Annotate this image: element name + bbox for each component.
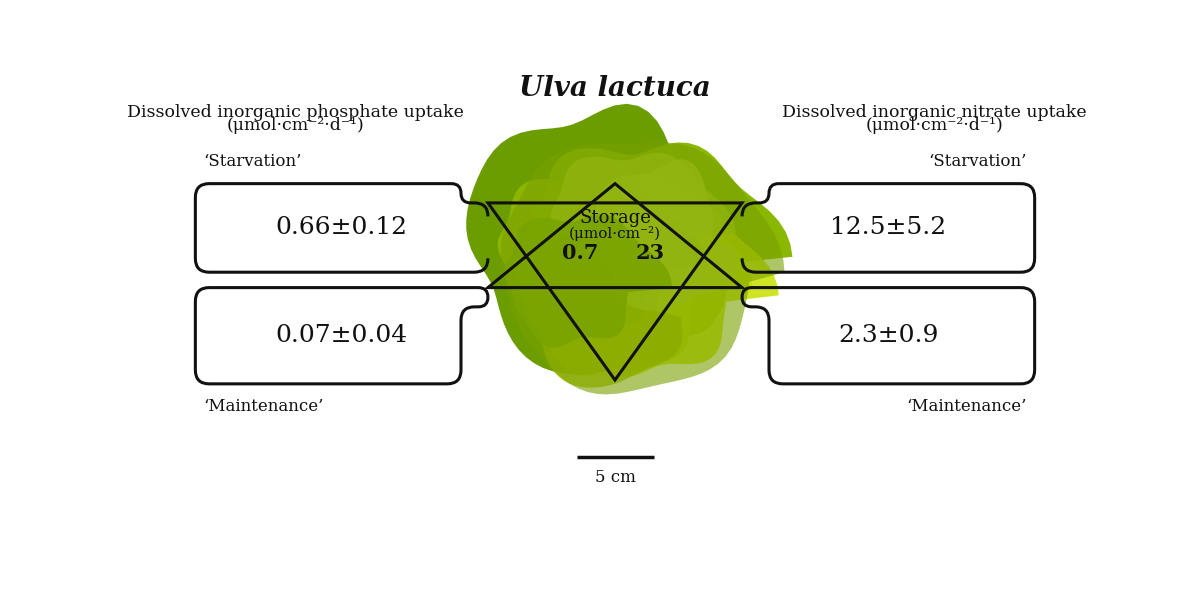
Text: (μmol·cm⁻²·d⁻¹): (μmol·cm⁻²·d⁻¹) bbox=[227, 118, 365, 134]
Text: Storage: Storage bbox=[580, 209, 650, 227]
Text: (μmol·cm⁻²): (μmol·cm⁻²) bbox=[569, 226, 661, 241]
Polygon shape bbox=[559, 199, 779, 377]
Text: 23: 23 bbox=[635, 243, 665, 263]
Text: ‘Maintenance’: ‘Maintenance’ bbox=[906, 398, 1027, 415]
Text: 2.3±0.9: 2.3±0.9 bbox=[838, 324, 938, 347]
Text: ‘Starvation’: ‘Starvation’ bbox=[929, 153, 1027, 170]
Text: ‘Maintenance’: ‘Maintenance’ bbox=[203, 398, 324, 415]
Polygon shape bbox=[522, 221, 683, 388]
Polygon shape bbox=[504, 214, 672, 348]
Polygon shape bbox=[551, 153, 736, 301]
Polygon shape bbox=[529, 142, 792, 350]
Text: Ulva lactuca: Ulva lactuca bbox=[520, 76, 710, 103]
Text: Dissolved inorganic nitrate uptake: Dissolved inorganic nitrate uptake bbox=[782, 104, 1087, 121]
Text: Dissolved inorganic phosphate uptake: Dissolved inorganic phosphate uptake bbox=[127, 104, 464, 121]
Text: 0.66±0.12: 0.66±0.12 bbox=[276, 217, 408, 239]
Polygon shape bbox=[500, 143, 785, 394]
Text: 0.07±0.04: 0.07±0.04 bbox=[276, 324, 408, 347]
Text: 0.7: 0.7 bbox=[562, 243, 599, 263]
Text: 5 cm: 5 cm bbox=[594, 469, 636, 487]
Polygon shape bbox=[467, 104, 726, 374]
Polygon shape bbox=[592, 159, 737, 311]
Text: 12.5±5.2: 12.5±5.2 bbox=[830, 217, 947, 239]
Polygon shape bbox=[514, 183, 752, 376]
Polygon shape bbox=[498, 174, 707, 338]
Text: ‘Starvation’: ‘Starvation’ bbox=[203, 153, 301, 170]
Text: (μmol·cm⁻²·d⁻¹): (μmol·cm⁻²·d⁻¹) bbox=[865, 118, 1003, 134]
